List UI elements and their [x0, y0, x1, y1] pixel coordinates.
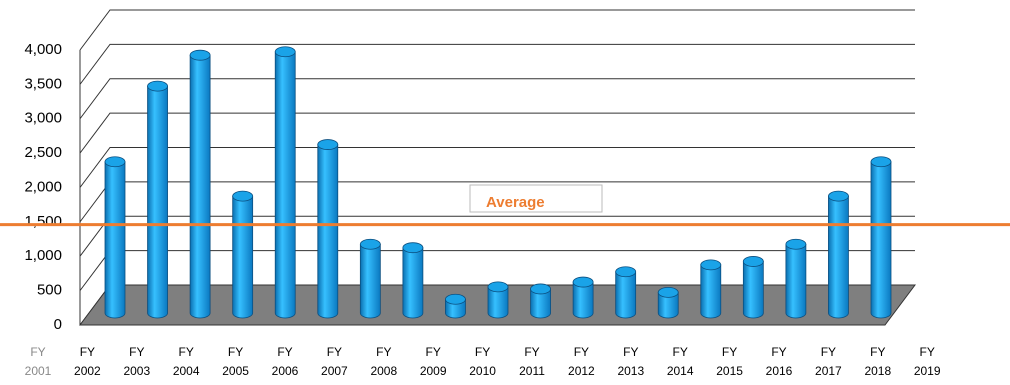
bar-body: [147, 85, 168, 319]
bar-body: [700, 264, 722, 319]
bar-top: [530, 283, 551, 295]
x-tick-label: FY 2012: [568, 345, 595, 378]
bar-top: [870, 156, 892, 168]
bar: [785, 238, 807, 319]
x-tick-label: FY 2018: [864, 345, 892, 378]
bar: [317, 139, 339, 319]
x-tick-label: FY 2006: [271, 345, 299, 378]
bar: [104, 156, 126, 319]
x-tick-label: FY 2009: [419, 345, 447, 378]
y-tick-label: 1,000: [24, 247, 62, 264]
x-tick-label: FY 2003: [123, 345, 151, 378]
bar: [359, 238, 381, 319]
x-tick-label: FY 2015: [716, 345, 743, 378]
bar-top: [359, 238, 381, 250]
y-tick-label: 4,000: [24, 41, 62, 58]
bar-body: [189, 54, 211, 319]
x-tick-label: FY 2011: [519, 345, 545, 378]
bar: [870, 156, 892, 319]
bar: [572, 276, 594, 319]
bar: [402, 242, 424, 319]
bar: [487, 281, 509, 319]
bar-top: [104, 156, 126, 168]
y-tick-label: 3,000: [24, 110, 62, 127]
bar-top: [189, 49, 211, 61]
bar-body: [828, 195, 849, 319]
bar: [189, 49, 211, 319]
bar-body: [359, 243, 381, 319]
bar-top: [657, 286, 679, 298]
x-tick-label: FY 2017: [815, 345, 842, 378]
grid-line: [79, 112, 915, 154]
x-tick-label: FY 2014: [666, 345, 694, 378]
bar-body: [402, 247, 424, 319]
y-tick-label: 0: [54, 316, 62, 333]
x-tick-label: FY 2005: [222, 345, 249, 378]
bar-body: [317, 144, 339, 319]
bar: [445, 293, 466, 319]
bar-top: [317, 139, 339, 150]
grid-line: [79, 78, 915, 120]
bar-top: [742, 256, 764, 267]
bar-body: [530, 288, 551, 319]
bar: [657, 286, 679, 319]
x-tick-label: FY 2001: [24, 345, 52, 378]
x-tick-label: FY 2004: [172, 345, 200, 378]
y-tick-label: 2,500: [24, 144, 62, 161]
grid-line: [79, 9, 915, 51]
bar-top: [615, 266, 637, 278]
bar: [274, 46, 296, 319]
bar-body: [870, 161, 892, 319]
bar: [615, 266, 637, 319]
bar: [147, 80, 168, 319]
bar-top: [147, 80, 168, 92]
bar: [828, 190, 849, 319]
bar-body: [232, 195, 254, 319]
bar: [742, 256, 764, 319]
bar-top: [445, 293, 466, 305]
bar-body: [274, 51, 296, 319]
bar-top: [232, 190, 254, 202]
x-tick-label: FY 2013: [617, 345, 645, 378]
bar-top: [700, 259, 722, 271]
bar-body: [615, 271, 637, 319]
bar-top: [785, 238, 807, 250]
bar-body: [742, 261, 764, 319]
average-box: [469, 184, 603, 213]
bar-top: [274, 46, 296, 58]
x-tick-label: FY 2008: [370, 345, 398, 378]
bar-body: [572, 281, 594, 319]
bar-top: [402, 242, 424, 254]
y-tick-label: 1,500: [24, 213, 62, 230]
bar-top: [572, 276, 594, 288]
bar-body: [657, 291, 679, 319]
bar: [530, 283, 551, 319]
bar-body: [104, 161, 126, 319]
grid-line: [79, 43, 915, 85]
x-tick-label: FY 2016: [765, 345, 793, 378]
bar: [700, 259, 722, 319]
bar: [232, 190, 254, 319]
bar-top: [828, 190, 849, 202]
bar-top: [487, 281, 509, 293]
x-tick-label: FY 2019: [913, 345, 941, 378]
average-label: Average: [486, 194, 545, 211]
y-tick-label: 500: [37, 282, 62, 299]
x-tick-label: FY 2002: [74, 345, 101, 378]
bar-body: [785, 243, 807, 319]
x-tick-label: FY 2010: [469, 345, 496, 378]
grid-line: [79, 147, 915, 188]
x-tick-label: FY 2007: [321, 345, 348, 378]
y-tick-label: 3,500: [24, 75, 62, 92]
y-tick-label: 2,000: [24, 178, 62, 195]
bar-body: [487, 286, 509, 319]
